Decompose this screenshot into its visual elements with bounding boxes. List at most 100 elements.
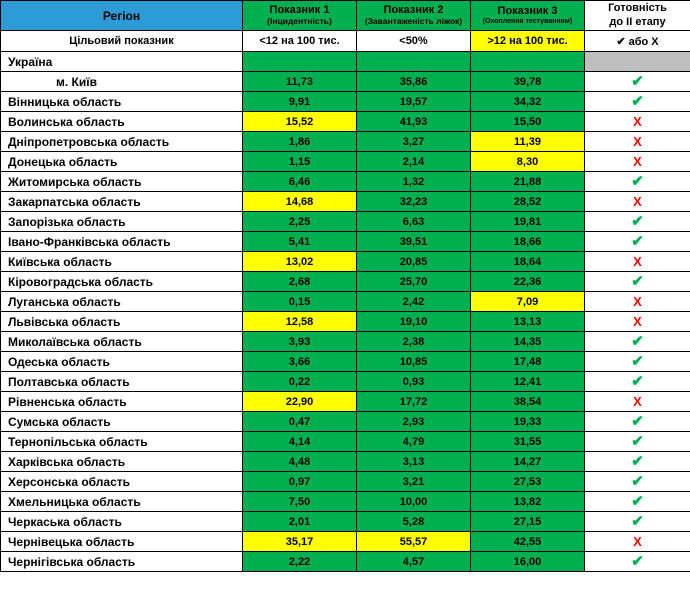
indicator-2-value: 3,21: [356, 471, 471, 492]
table-row: Вінницька область 9,91 19,57 34,32 ✔: [0, 91, 690, 112]
readiness-subtitle: до II етапу: [609, 15, 666, 28]
indicator-3-value: 12,41: [470, 371, 585, 392]
region-name: Черкаська область: [0, 511, 243, 532]
indicator-3-value: 21,88: [470, 171, 585, 192]
table-row: Миколаївська область 3,93 2,38 14,35 ✔: [0, 331, 690, 352]
readiness-status: ✔: [584, 431, 690, 452]
check-icon: ✔: [631, 492, 644, 510]
indicator-1-value: 2,25: [242, 211, 357, 232]
indicator-2-value: 55,57: [356, 531, 471, 552]
check-icon: ✔: [631, 452, 644, 470]
region-name: Дніпропетровська область: [0, 131, 243, 152]
table-row: Житомирська область 6,46 1,32 21,88 ✔: [0, 171, 690, 192]
table-row: м. Київ 11,73 35,86 39,78 ✔: [0, 71, 690, 92]
indicator-2-value: 35,86: [356, 71, 471, 92]
table-row: Херсонська область 0,97 3,21 27,53 ✔: [0, 471, 690, 492]
table-row: Львівська область 12,58 19,10 13,13 Х: [0, 311, 690, 332]
readiness-status: ✔: [584, 91, 690, 112]
indicator-3-value: 16,00: [470, 551, 585, 572]
indicator-2-value: 5,28: [356, 511, 471, 532]
table-row: Полтавська область 0,22 0,93 12,41 ✔: [0, 371, 690, 392]
indicator-2-value: 4,79: [356, 431, 471, 452]
indicator-3-value: 39,78: [470, 71, 585, 92]
indicator-2-value: 19,10: [356, 311, 471, 332]
indicator3-title: Показник 3: [497, 5, 558, 18]
readiness-status: ✔: [584, 171, 690, 192]
indicator-2-value: 25,70: [356, 271, 471, 292]
column-header-readiness: Готовність до II етапу: [584, 0, 690, 31]
table-row: Чернігівська область 2,22 4,57 16,00 ✔: [0, 551, 690, 572]
check-icon: ✔: [631, 212, 644, 230]
indicator-3-value: 22,36: [470, 271, 585, 292]
region-name: Запорізька область: [0, 211, 243, 232]
target-indicator3: >12 на 100 тис.: [470, 30, 585, 52]
indicator-1-value: 15,52: [242, 111, 357, 132]
check-icon: ✔: [631, 92, 644, 110]
check-icon: ✔: [631, 412, 644, 430]
indicator-1-value: 1,86: [242, 131, 357, 152]
indicator1-subtitle: (Інцидентність): [267, 15, 332, 26]
table-row: Одеська область 3,66 10,85 17,48 ✔: [0, 351, 690, 372]
indicator-2-value: 1,32: [356, 171, 471, 192]
indicator2-title: Показник 2: [383, 4, 444, 17]
indicator-2-value: 6,63: [356, 211, 471, 232]
region-name: Чернівецька область: [0, 531, 243, 552]
check-icon: ✔: [631, 272, 644, 290]
table-body: Україна м. Київ 11,73 35,86 39,78 ✔ Вінницька …: [0, 51, 690, 572]
indicator-1-value: 22,90: [242, 391, 357, 412]
check-icon: ✔: [631, 352, 644, 370]
check-icon: ✔: [631, 432, 644, 450]
readiness-status: Х: [584, 291, 690, 312]
indicator-3-value: 14,27: [470, 451, 585, 472]
indicator-1-value: 0,22: [242, 371, 357, 392]
indicator-1-value: 9,91: [242, 91, 357, 112]
region-name: Житомирська область: [0, 171, 243, 192]
indicator-3-value: 7,09: [470, 291, 585, 312]
indicator-3-value: 15,50: [470, 111, 585, 132]
indicator-1-value: 7,50: [242, 491, 357, 512]
check-icon: ✔: [631, 512, 644, 530]
indicator-2-value: 41,93: [356, 111, 471, 132]
region-name: Закарпатська область: [0, 191, 243, 212]
column-header-indicator3: Показник 3 (Охоплення тестуванням): [470, 0, 585, 31]
indicator-2-value: 0,93: [356, 371, 471, 392]
region-name: Миколаївська область: [0, 331, 243, 352]
target-indicator1: <12 на 100 тис.: [242, 30, 357, 52]
readiness-status: ✔: [584, 371, 690, 392]
region-name: Полтавська область: [0, 371, 243, 392]
indicator-1-value: 12,58: [242, 311, 357, 332]
readiness-status: Х: [584, 151, 690, 172]
indicator-1-value: 3,93: [242, 331, 357, 352]
readiness-status: ✔: [584, 71, 690, 92]
indicator-3-value: 13,82: [470, 491, 585, 512]
indicator1-title: Показник 1: [269, 4, 330, 17]
region-name: м. Київ: [0, 71, 243, 92]
readiness-status-empty: [584, 51, 690, 72]
table-row: Кіровоградська область 2,68 25,70 22,36 ✔: [0, 271, 690, 292]
check-icon: ✔: [631, 172, 644, 190]
table-row: Україна: [0, 51, 690, 72]
indicator-3-value: 18,64: [470, 251, 585, 272]
column-header-indicator1: Показник 1 (Інцидентність): [242, 0, 357, 31]
indicator-1-value: 11,73: [242, 71, 357, 92]
column-header-indicator2: Показник 2 (Завантаженість ліжок): [356, 0, 471, 31]
cross-icon: Х: [633, 393, 642, 409]
region-name: Вінницька область: [0, 91, 243, 112]
table-row: Київська область 13,02 20,85 18,64 Х: [0, 251, 690, 272]
region-name: Тернопільська область: [0, 431, 243, 452]
readiness-status: ✔: [584, 491, 690, 512]
indicator-3-value: 42,55: [470, 531, 585, 552]
cross-icon: Х: [633, 253, 642, 269]
indicator-3-value: 28,52: [470, 191, 585, 212]
table-row: Івано-Франківська область 5,41 39,51 18,66 ✔: [0, 231, 690, 252]
readiness-table: Регіон Показник 1 (Інцидентність) Показн…: [0, 0, 690, 572]
indicator-2-value: 19,57: [356, 91, 471, 112]
table-row: Донецька область 1,15 2,14 8,30 Х: [0, 151, 690, 172]
target-readiness: ✔ або Х: [584, 30, 690, 52]
region-name: Чернігівська область: [0, 551, 243, 572]
region-name: Сумська область: [0, 411, 243, 432]
cross-icon: Х: [633, 193, 642, 209]
check-icon: ✔: [631, 552, 644, 570]
table-row: Запорізька область 2,25 6,63 19,81 ✔: [0, 211, 690, 232]
indicator-2-value: 2,14: [356, 151, 471, 172]
